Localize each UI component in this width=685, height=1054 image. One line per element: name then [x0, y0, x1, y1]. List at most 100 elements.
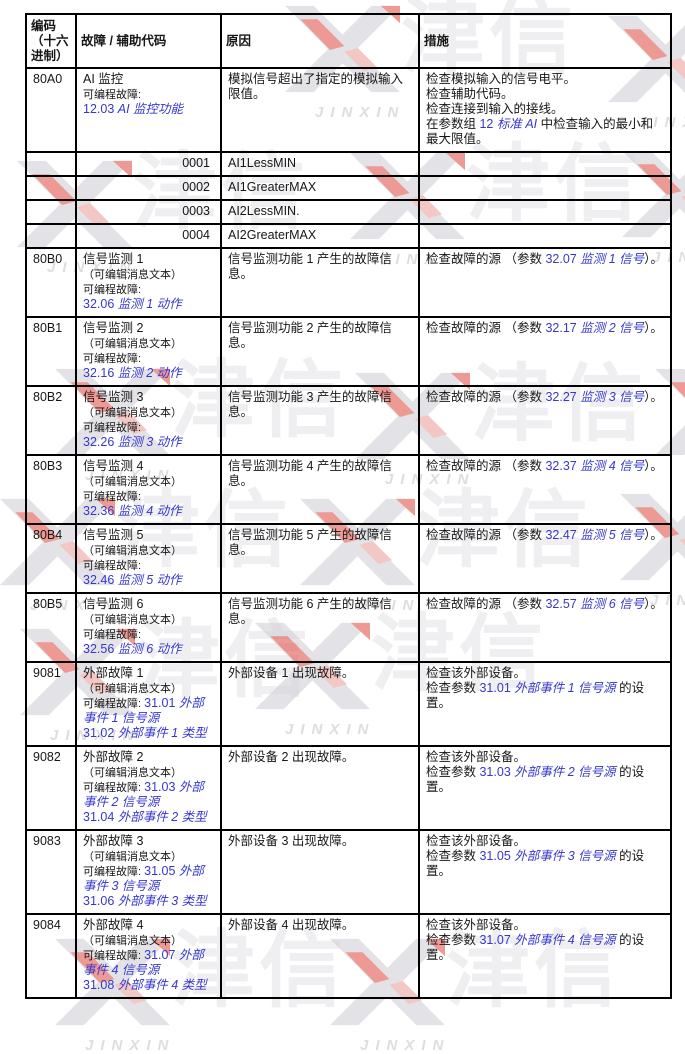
param-link[interactable]: 32.27 — [545, 390, 581, 404]
param-link[interactable]: 监测 5 动作 — [117, 573, 182, 587]
param-link[interactable]: 监测 6 信号 — [580, 597, 645, 611]
param-link[interactable]: AI 监控功能 — [117, 102, 184, 116]
action-cell: 检查故障的源 （参数 32.27 监测 3 信号）。 — [418, 385, 672, 456]
cause-text: 信号监测功能 4 产生的故障信息。 — [228, 459, 392, 488]
param-link[interactable]: 32.16 — [83, 366, 118, 380]
action-cell: 检查该外部设备。 检查参数 31.01 外部事件 1 信号源 的设置。 — [418, 661, 672, 747]
aux-name-cell: AI1LessMIN — [220, 151, 420, 177]
param-link[interactable]: 32.46 — [83, 573, 118, 587]
fault-name-cell: 信号监测 2 （可编辑消息文本） 可编程故障: 32.16 监测 2 动作 — [75, 316, 222, 387]
param-link[interactable]: 32.06 — [83, 297, 118, 311]
fault-name-cell: 信号监测 5 （可编辑消息文本） 可编程故障: 32.46 监测 5 动作 — [75, 523, 222, 594]
param-link[interactable]: 外部事件 2 类型 — [117, 810, 207, 824]
param-link[interactable]: 监测 3 动作 — [117, 435, 182, 449]
fault-text: AI 监控 — [83, 72, 124, 86]
fault-text: （可编辑消息文本） 可编程故障: — [83, 476, 182, 503]
param-link[interactable]: 32.17 — [545, 321, 581, 335]
fault-text: 信号监测 4 — [83, 459, 144, 473]
param-link[interactable]: 31.05 — [479, 849, 515, 863]
aux-code-row: 0004 AI2GreaterMAX — [25, 223, 672, 249]
action-text: 的设置。 — [426, 765, 645, 794]
param-link[interactable]: 外部事件 3 信号源 — [514, 849, 616, 863]
param-link[interactable]: 31.02 — [83, 726, 118, 740]
action-text: 检查故障的源 （参数 — [426, 597, 546, 611]
param-link[interactable]: 32.47 — [545, 528, 581, 542]
fault-row: 80B2 信号监测 3 （可编辑消息文本） 可编程故障: 32.26 监测 3 动… — [25, 385, 672, 456]
fault-row: 80B4 信号监测 5 （可编辑消息文本） 可编程故障: 32.46 监测 5 动… — [25, 523, 672, 594]
action-text: ）。 — [644, 459, 663, 473]
action-text: 检查故障的源 （参数 — [426, 321, 546, 335]
param-link[interactable]: 外部事件 2 信号源 — [83, 780, 204, 809]
empty-cell — [418, 151, 672, 177]
param-link[interactable]: 外部事件 1 类型 — [117, 726, 207, 740]
aux-code-cell: 0004 — [75, 223, 222, 249]
action-cell: 检查故障的源 （参数 32.17 监测 2 信号）。 — [418, 316, 672, 387]
param-link[interactable]: 31.07 — [479, 933, 515, 947]
fault-name-cell: 信号监测 1 （可编辑消息文本） 可编程故障: 32.06 监测 1 动作 — [75, 247, 222, 318]
param-link[interactable]: 监测 1 信号 — [580, 252, 645, 266]
action-text: 检查故障的源 （参数 — [426, 252, 546, 266]
param-link[interactable]: 监测 4 动作 — [117, 504, 182, 518]
param-link[interactable]: 31.01 — [479, 681, 515, 695]
param-link[interactable]: 31.03 — [144, 780, 179, 794]
table-header-row: 编码 （十六 进制） 故障 / 辅助代码 原因 措施 — [25, 13, 672, 69]
action-cell: 检查故障的源 （参数 32.07 监测 1 信号）。 — [418, 247, 672, 318]
fault-name-cell: AI 监控 可编程故障: 12.03 AI 监控功能 — [75, 67, 222, 153]
cause-text: 外部设备 4 出现故障。 — [228, 918, 355, 932]
param-link[interactable]: 31.08 — [83, 978, 118, 992]
action-text: 检查该外部设备。 检查参数 — [426, 666, 527, 695]
param-link[interactable]: 31.07 — [144, 948, 179, 962]
param-link[interactable]: 监测 3 信号 — [580, 390, 645, 404]
empty-cell — [25, 175, 77, 201]
aux-code-cell: 0001 — [75, 151, 222, 177]
param-link[interactable]: 标准 AI — [496, 117, 538, 131]
action-cell: 检查故障的源 （参数 32.47 监测 5 信号）。 — [418, 523, 672, 594]
param-link[interactable]: 32.57 — [545, 597, 581, 611]
param-link[interactable]: 32.26 — [83, 435, 118, 449]
param-link[interactable]: 31.06 — [83, 894, 118, 908]
param-link[interactable]: 外部事件 4 信号源 — [514, 933, 616, 947]
param-link[interactable]: 12 — [479, 117, 497, 131]
cause-cell: 模拟信号超出了指定的模拟输入限值。 — [220, 67, 420, 153]
param-link[interactable]: 31.03 — [479, 765, 515, 779]
param-link[interactable]: 外部事件 1 信号源 — [514, 681, 616, 695]
action-cell: 检查该外部设备。 检查参数 31.03 外部事件 2 信号源 的设置。 — [418, 745, 672, 831]
param-link[interactable]: 外部事件 2 信号源 — [514, 765, 616, 779]
param-link[interactable]: 外部事件 4 类型 — [117, 978, 207, 992]
fault-text: 外部故障 2 — [83, 750, 144, 764]
fault-code-cell: 80B4 — [25, 523, 77, 594]
fault-code-cell: 9084 — [25, 913, 77, 999]
action-text: 检查故障的源 （参数 — [426, 459, 546, 473]
fault-text: 信号监测 2 — [83, 321, 144, 335]
fault-code-cell: 9082 — [25, 745, 77, 831]
param-link[interactable]: 监测 2 信号 — [580, 321, 645, 335]
param-link[interactable]: 32.07 — [545, 252, 581, 266]
param-link[interactable]: 31.04 — [83, 810, 118, 824]
param-link[interactable]: 32.37 — [545, 459, 581, 473]
param-link[interactable]: 监测 6 动作 — [117, 642, 182, 656]
cause-text: 信号监测功能 1 产生的故障信息。 — [228, 252, 392, 281]
param-link[interactable]: 31.05 — [144, 864, 179, 878]
cause-text: 外部设备 3 出现故障。 — [228, 834, 355, 848]
fault-text: （可编辑消息文本） 可编程故障: — [83, 767, 182, 794]
param-link[interactable]: 31.01 — [144, 696, 179, 710]
param-link[interactable]: 32.56 — [83, 642, 118, 656]
fault-table-body: 80A0 AI 监控 可编程故障: 12.03 AI 监控功能 模拟信号超出了指定的… — [25, 67, 672, 999]
param-link[interactable]: 监测 1 动作 — [117, 297, 182, 311]
fault-code-table: 编码 （十六 进制） 故障 / 辅助代码 原因 措施 80A0 AI 监控 可编程… — [25, 13, 672, 999]
param-link[interactable]: 监测 4 信号 — [580, 459, 645, 473]
param-link[interactable]: 监测 2 动作 — [117, 366, 182, 380]
param-link[interactable]: 外部事件 3 信号源 — [83, 864, 204, 893]
param-link[interactable]: 外部事件 3 类型 — [117, 894, 207, 908]
param-link[interactable]: 12.03 — [83, 102, 118, 116]
fault-row: 9082 外部故障 2 （可编辑消息文本） 可编程故障: 31.03 外部事件 2… — [25, 745, 672, 831]
param-link[interactable]: 32.36 — [83, 504, 118, 518]
cause-cell: 外部设备 1 出现故障。 — [220, 661, 420, 747]
action-text: 检查该外部设备。 检查参数 — [426, 834, 527, 863]
param-link[interactable]: 监测 5 信号 — [580, 528, 645, 542]
aux-code-cell: 0003 — [75, 199, 222, 225]
cause-cell: 信号监测功能 6 产生的故障信息。 — [220, 592, 420, 663]
watermark-brand-en: JINXIN — [85, 1037, 176, 1054]
col-header-action: 措施 — [418, 13, 672, 69]
